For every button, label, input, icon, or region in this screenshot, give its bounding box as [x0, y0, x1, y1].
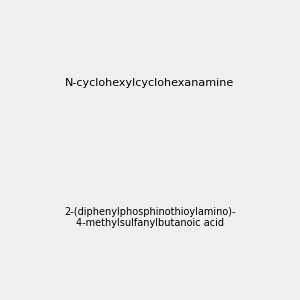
Text: 2-(diphenylphosphinothioylamino)-
4-methylsulfanylbutanoic acid: 2-(diphenylphosphinothioylamino)- 4-meth… [64, 207, 236, 228]
Text: N-cyclohexylcyclohexanamine: N-cyclohexylcyclohexanamine [65, 77, 235, 88]
